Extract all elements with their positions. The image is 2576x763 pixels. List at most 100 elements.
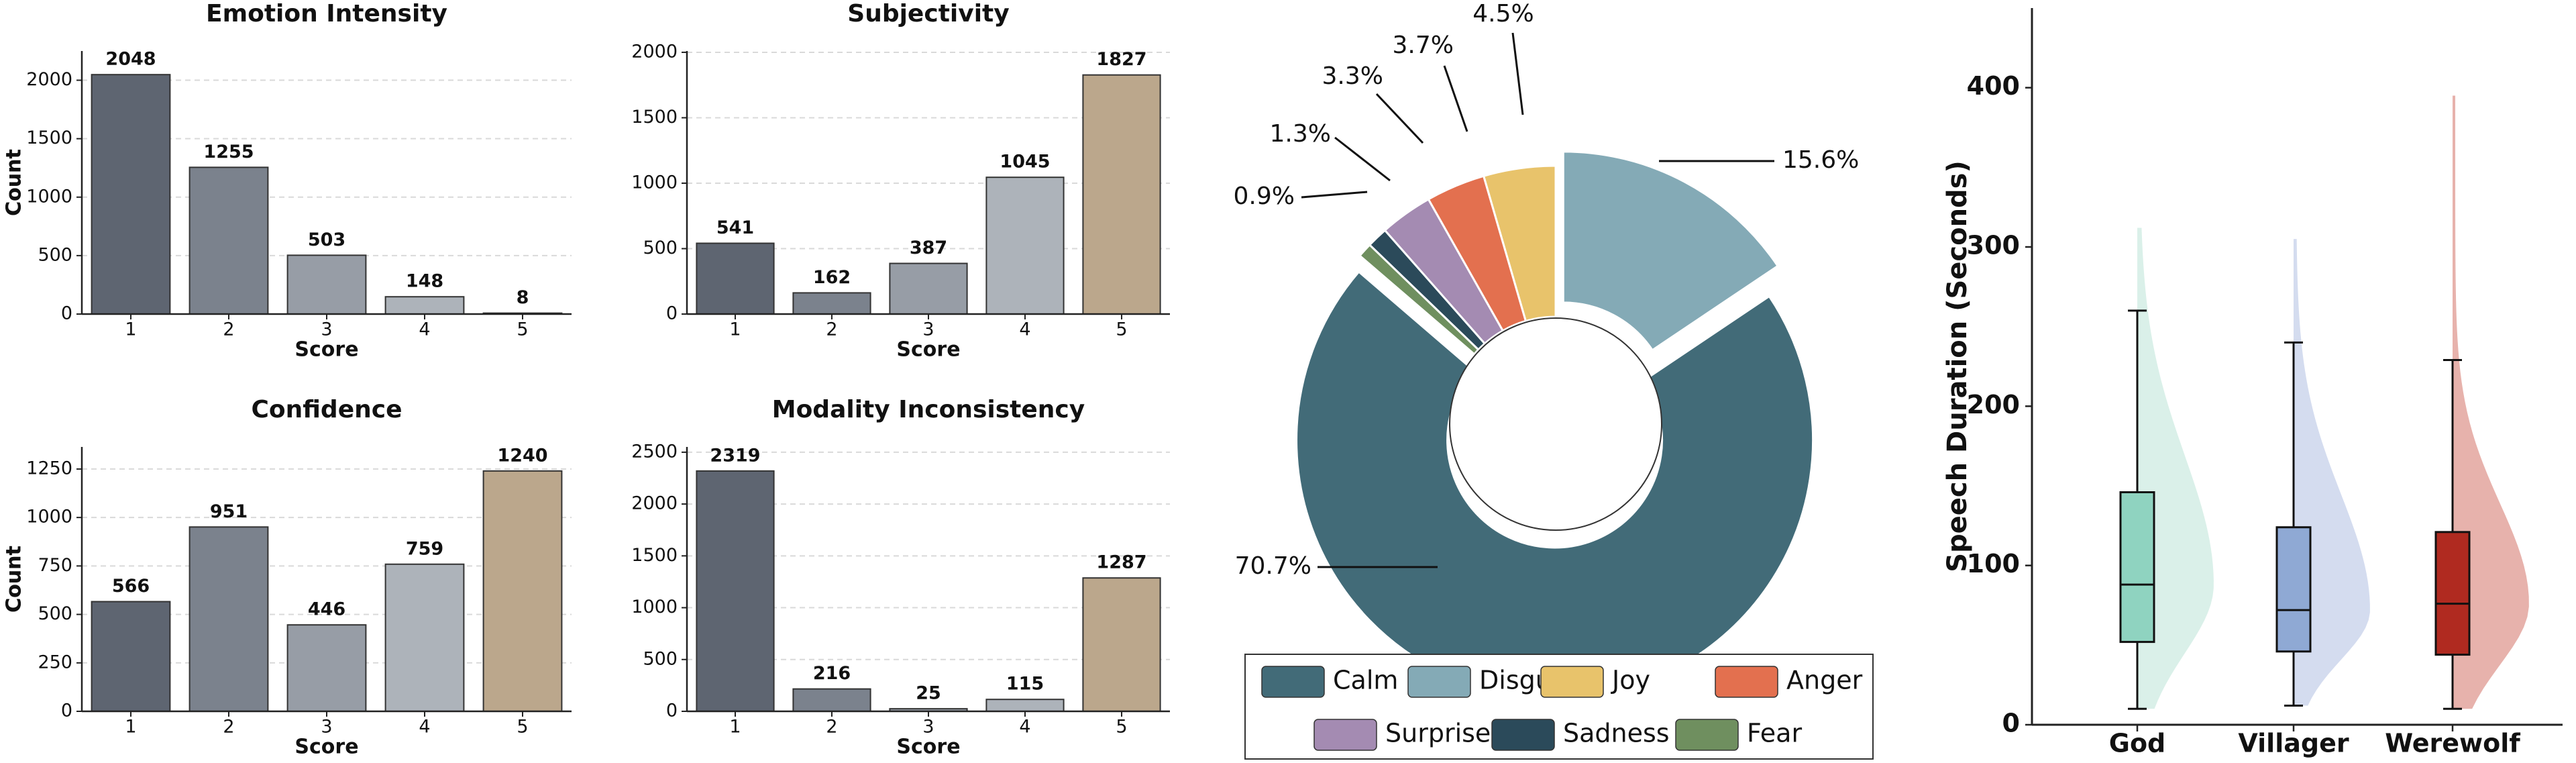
x-tick-label: 5 xyxy=(1116,319,1127,340)
value-label: 446 xyxy=(308,599,345,620)
legend-label: Fear xyxy=(1747,719,1802,748)
x-tick-label: 1 xyxy=(125,717,136,737)
legend-swatch xyxy=(1540,666,1604,698)
leader-line xyxy=(1443,65,1468,132)
x-tick-label: 4 xyxy=(1019,717,1030,737)
value-label: 1045 xyxy=(1000,152,1050,172)
box xyxy=(2119,491,2155,644)
y-tick-label: 1500 xyxy=(26,128,72,148)
x-tick-label: 4 xyxy=(419,319,430,340)
legend-swatch xyxy=(1715,666,1778,698)
pie-label: 70.7% xyxy=(1235,552,1311,580)
y-tick-label: 400 xyxy=(1967,71,2020,101)
bar xyxy=(189,526,269,712)
value-label: 759 xyxy=(406,538,443,559)
value-label: 1287 xyxy=(1096,552,1146,573)
x-tick-label: 5 xyxy=(517,717,528,737)
value-label: 1827 xyxy=(1096,49,1146,70)
box xyxy=(2275,526,2312,653)
x-tick-label: 1 xyxy=(729,717,741,737)
x-tick-label: Villager xyxy=(2238,729,2349,758)
bar xyxy=(482,470,563,712)
bar xyxy=(286,624,367,713)
legend-label: Surprise xyxy=(1385,719,1491,748)
value-label: 2319 xyxy=(710,445,760,466)
y-tick-label: 500 xyxy=(643,238,678,258)
y-tick-label: 200 xyxy=(1967,390,2020,419)
bar xyxy=(792,688,871,712)
y-tick-label: 300 xyxy=(1967,231,2020,260)
value-label: 1240 xyxy=(497,445,547,466)
pie-label: 1.3% xyxy=(1270,120,1331,148)
value-label: 148 xyxy=(406,271,443,292)
bar xyxy=(1082,74,1161,315)
chart-title: Modality Inconsistency xyxy=(772,396,1085,423)
legend-swatch xyxy=(1261,666,1325,698)
x-tick-label: 1 xyxy=(729,319,741,340)
y-tick-label: 500 xyxy=(38,603,72,624)
value-label: 2048 xyxy=(105,49,156,70)
x-tick-label: 3 xyxy=(321,717,332,737)
y-tick-label: 1000 xyxy=(26,507,72,527)
legend-swatch xyxy=(1313,719,1377,751)
y-axis-label: Count xyxy=(3,149,26,216)
bar xyxy=(189,166,269,315)
x-tick-label: Werewolf xyxy=(2385,729,2520,758)
bar xyxy=(286,254,367,315)
leader-line xyxy=(1375,93,1424,144)
box xyxy=(2434,531,2471,656)
pie-label: 0.9% xyxy=(1234,183,1295,210)
x-axis-label: Score xyxy=(896,338,960,362)
x-tick-label: God xyxy=(2109,729,2166,758)
value-label: 1255 xyxy=(203,142,254,162)
y-tick-label: 2500 xyxy=(631,441,678,462)
value-label: 25 xyxy=(916,683,941,704)
y-tick-label: 1000 xyxy=(631,597,678,617)
chart-title: Emotion Intensity xyxy=(206,0,447,28)
x-axis-label: Score xyxy=(896,735,960,759)
pie-label: 4.5% xyxy=(1472,0,1534,28)
x-tick-label: 2 xyxy=(223,319,234,340)
pie-label: 3.7% xyxy=(1393,32,1454,59)
x-tick-label: 3 xyxy=(321,319,332,340)
chart-title: Confidence xyxy=(251,396,402,423)
bar xyxy=(91,74,171,315)
leader-line xyxy=(1301,191,1368,199)
y-tick-label: 0 xyxy=(61,303,72,324)
x-tick-label: 3 xyxy=(922,319,934,340)
bar xyxy=(985,176,1065,315)
legend-label: Calm xyxy=(1333,666,1398,695)
y-tick-label: 2000 xyxy=(26,69,72,90)
bar xyxy=(384,296,465,315)
leader-line xyxy=(1334,136,1391,182)
y-tick-label: 1000 xyxy=(26,186,72,207)
y-axis-label: Speech Duration (Seconds) xyxy=(1942,160,1973,572)
legend-label: Sadness xyxy=(1563,719,1670,748)
y-tick-label: 0 xyxy=(666,303,678,324)
x-tick-label: 5 xyxy=(1116,717,1127,737)
y-tick-label: 500 xyxy=(643,648,678,669)
violin xyxy=(2137,227,2214,709)
x-tick-label: 5 xyxy=(517,319,528,340)
value-label: 503 xyxy=(308,230,345,250)
bar xyxy=(696,242,775,315)
value-label: 216 xyxy=(813,663,851,684)
value-label: 566 xyxy=(112,576,150,597)
x-tick-label: 2 xyxy=(826,717,837,737)
y-tick-label: 2000 xyxy=(631,493,678,514)
x-tick-label: 3 xyxy=(922,717,934,737)
y-tick-label: 0 xyxy=(666,701,678,721)
y-tick-label: 1000 xyxy=(631,172,678,193)
y-tick-label: 1500 xyxy=(631,545,678,566)
value-label: 541 xyxy=(716,217,754,238)
y-tick-label: 0 xyxy=(61,701,72,721)
x-tick-label: 4 xyxy=(419,717,430,737)
x-tick-label: 1 xyxy=(125,319,136,340)
legend-swatch xyxy=(1407,666,1471,698)
x-tick-label: 4 xyxy=(1019,319,1030,340)
y-tick-label: 1500 xyxy=(631,107,678,128)
pie-wedge xyxy=(1562,150,1780,352)
y-axis-label: Count xyxy=(3,546,26,613)
chart-title: Subjectivity xyxy=(847,0,1009,28)
